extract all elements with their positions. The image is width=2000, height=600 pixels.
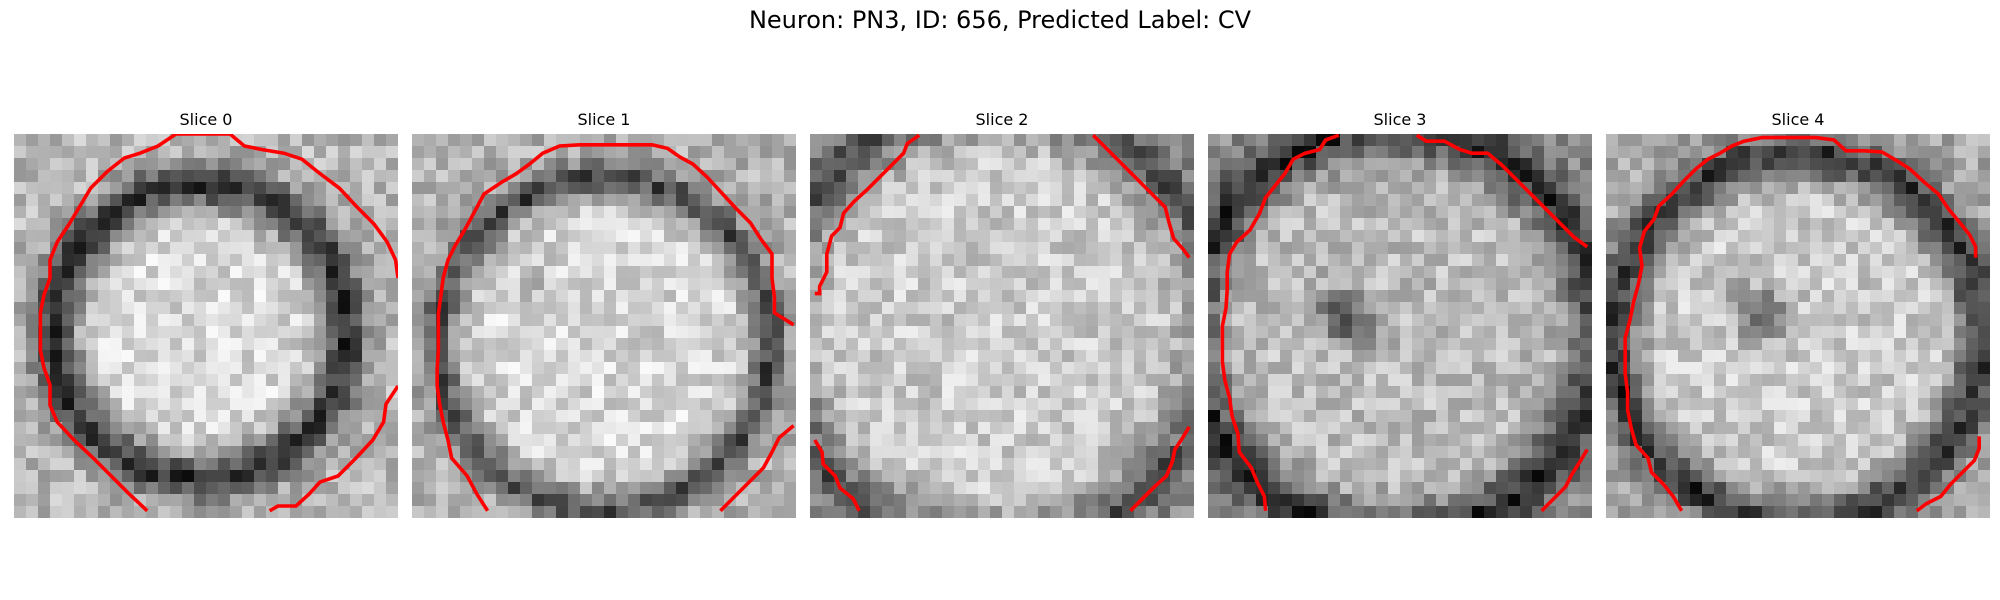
slice-2-contour xyxy=(1129,425,1191,513)
slice-0-title: Slice 0 xyxy=(179,110,233,129)
slice-0-contour xyxy=(38,134,398,513)
slice-3-contour xyxy=(1540,448,1589,513)
slice-1-title: Slice 1 xyxy=(577,110,631,129)
slice-1-contour xyxy=(719,424,795,513)
slice-2-image xyxy=(810,134,1194,518)
slice-2-contour xyxy=(1091,134,1191,259)
slice-4-image xyxy=(1606,134,1990,518)
slice-4-contour xyxy=(1623,135,1978,512)
slice-0-contour xyxy=(268,385,398,513)
slice-4-contour xyxy=(1915,436,1982,513)
slice-0-image xyxy=(14,134,398,518)
slice-4-title: Slice 4 xyxy=(1771,110,1825,129)
slice-2-contour xyxy=(813,439,861,512)
slice-3-title: Slice 3 xyxy=(1373,110,1427,129)
slice-3-contour xyxy=(1220,134,1340,511)
slice-3-image xyxy=(1208,134,1592,518)
slice-2-title: Slice 2 xyxy=(975,110,1029,129)
figure-title: Neuron: PN3, ID: 656, Predicted Label: C… xyxy=(748,6,1252,34)
slice-2-contour xyxy=(814,134,921,296)
slice-1-image xyxy=(412,134,796,518)
slice-3-contour xyxy=(1415,134,1589,249)
slice-1-contour xyxy=(435,143,795,512)
